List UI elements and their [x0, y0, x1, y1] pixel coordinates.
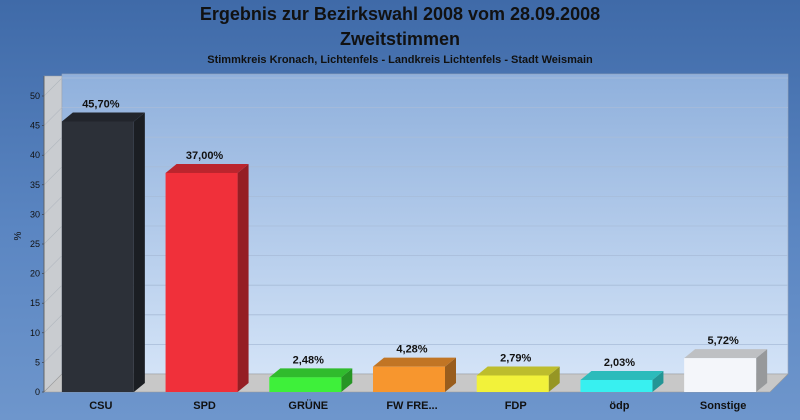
- bar-top: [580, 370, 664, 380]
- y-tick-label: 25: [30, 239, 40, 249]
- gridline-side: [43, 166, 63, 186]
- bar-side: [445, 357, 456, 392]
- y-tick-label: 45: [30, 121, 40, 131]
- data-label: 37,00%: [186, 150, 224, 162]
- bar: [684, 358, 757, 392]
- bar-top: [61, 112, 145, 122]
- y-tick-label: 5: [35, 357, 40, 367]
- gridline-side: [43, 196, 63, 215]
- bar: [476, 375, 549, 392]
- data-label: 5,72%: [708, 335, 739, 347]
- y-tick-label: 30: [30, 209, 40, 219]
- bar-top: [165, 163, 249, 173]
- y-tick-label: 10: [30, 328, 40, 338]
- x-tick-label: ödp: [609, 400, 629, 412]
- bar: [165, 172, 238, 392]
- gridline-side: [43, 107, 63, 126]
- bar-side: [652, 370, 664, 392]
- y-tick-label: 20: [30, 269, 40, 279]
- bar-side: [341, 368, 353, 392]
- y-tick-label: 50: [30, 91, 40, 101]
- chart-title-2: Zweitstimmen: [339, 29, 461, 49]
- gridline-side: [43, 314, 63, 334]
- x-tick-label: FW FRE...: [386, 400, 437, 412]
- chart-subtitle: Stimmkreis Kronach, Lichtenfels - Landkr…: [207, 54, 593, 66]
- bar: [269, 377, 342, 392]
- y-tick-label: 15: [30, 298, 40, 308]
- x-tick-label: Sonstige: [700, 400, 746, 412]
- y-tick-label: 0: [35, 387, 40, 397]
- gridline-side: [43, 225, 63, 245]
- bar-side: [133, 112, 145, 393]
- bar-top: [684, 349, 768, 359]
- y-axis-label: %: [13, 231, 24, 240]
- data-label: 2,48%: [293, 354, 324, 366]
- bar: [61, 121, 134, 393]
- bar-top: [373, 357, 456, 367]
- data-label: 2,79%: [500, 352, 531, 364]
- bar-side: [756, 349, 768, 392]
- bar-top: [476, 366, 560, 376]
- data-label: 4,28%: [396, 344, 427, 356]
- x-tick-label: FDP: [505, 400, 527, 412]
- side-wall: [43, 75, 63, 393]
- gridline-side: [43, 136, 63, 156]
- data-label: 45,70%: [82, 98, 120, 110]
- bar-side: [237, 163, 249, 392]
- bar: [373, 366, 445, 392]
- y-tick-label: 35: [30, 180, 40, 190]
- y-tick-label: 40: [30, 150, 40, 160]
- x-tick-label: GRÜNE: [288, 399, 328, 412]
- gridline-side: [43, 255, 63, 274]
- bar: [580, 379, 653, 392]
- x-tick-label: SPD: [193, 400, 216, 412]
- bar-side: [548, 366, 560, 392]
- gridline-side: [43, 344, 63, 363]
- data-label: 2,03%: [604, 357, 635, 369]
- bar-top: [269, 368, 353, 378]
- gridline-side: [43, 284, 63, 304]
- chart-title: Ergebnis zur Bezirkswahl 2008 vom 28.09.…: [199, 4, 601, 24]
- x-tick-label: CSU: [89, 400, 112, 412]
- gridline-side: [43, 77, 63, 97]
